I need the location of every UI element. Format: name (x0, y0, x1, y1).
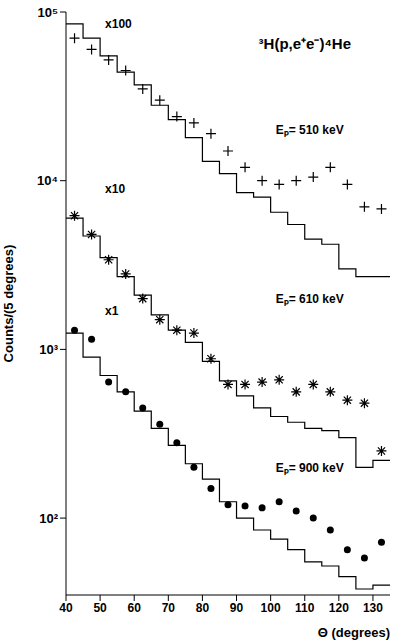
svg-text:10²: 10² (39, 511, 58, 526)
svg-text:10⁴: 10⁴ (37, 173, 58, 188)
svg-text:Θ (degrees): Θ (degrees) (318, 625, 390, 640)
svg-text:10⁵: 10⁵ (37, 5, 58, 20)
svg-text:³H(p,e⁺e⁻)⁴He: ³H(p,e⁺e⁻)⁴He (259, 35, 351, 52)
svg-text:80: 80 (196, 601, 210, 615)
svg-text:x10: x10 (105, 182, 125, 196)
svg-text:10³: 10³ (39, 342, 58, 357)
svg-text:x100: x100 (105, 17, 132, 31)
svg-text:x1: x1 (105, 304, 119, 318)
svg-text:70: 70 (162, 601, 176, 615)
svg-text:120: 120 (329, 601, 349, 615)
svg-text:130: 130 (363, 601, 383, 615)
svg-text:110: 110 (295, 601, 315, 615)
svg-text:60: 60 (128, 601, 142, 615)
svg-text:100: 100 (261, 601, 281, 615)
svg-text:90: 90 (230, 601, 244, 615)
svg-text:40: 40 (59, 601, 73, 615)
svg-text:50: 50 (93, 601, 107, 615)
svg-text:Eₚ= 610 keV: Eₚ= 610 keV (276, 292, 344, 307)
svg-text:Counts/(5 degrees): Counts/(5 degrees) (1, 245, 16, 363)
svg-text:Eₚ= 510 keV: Eₚ= 510 keV (276, 123, 344, 138)
svg-text:Eₚ= 900 keV: Eₚ= 900 keV (276, 461, 344, 476)
